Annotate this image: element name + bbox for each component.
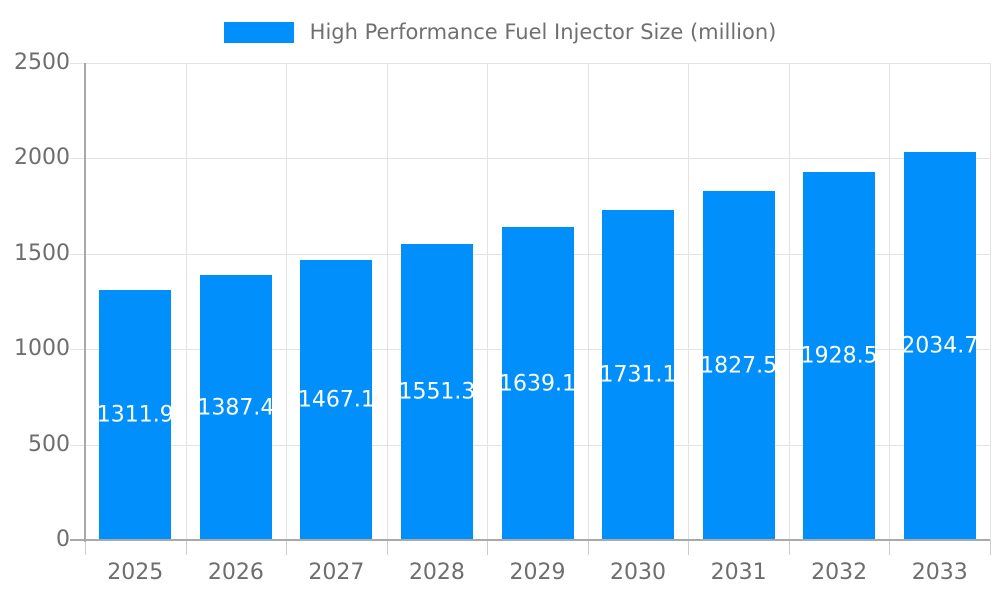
bar-2025[interactable]: 1311.9 bbox=[96, 289, 174, 540]
gridline-vertical bbox=[487, 63, 489, 540]
gridline-vertical bbox=[889, 63, 891, 540]
x-axis-tick bbox=[889, 540, 891, 555]
bar-2032[interactable]: 1928.5 bbox=[800, 172, 878, 540]
bar-value-label: 1827.5 bbox=[700, 353, 778, 379]
gridline-vertical bbox=[386, 63, 388, 540]
plot-area: 1311.9 1387.4 1467.1 1551.3 1639.1 1731.1 1827… bbox=[70, 63, 991, 555]
bar-2031[interactable]: 1827.5 bbox=[700, 191, 778, 540]
bar-2026[interactable]: 1387.4 bbox=[197, 275, 275, 540]
bar-2030[interactable]: 1731.1 bbox=[599, 209, 677, 540]
gridline-vertical bbox=[788, 63, 790, 540]
x-axis-tick bbox=[788, 540, 790, 555]
x-axis-tick-label: 2026 bbox=[207, 560, 264, 585]
x-axis-tick bbox=[185, 540, 187, 555]
bar-2027[interactable]: 1467.1 bbox=[297, 260, 375, 540]
gridline-vertical bbox=[286, 63, 288, 540]
y-axis-tick-label: 0 bbox=[56, 527, 70, 552]
x-axis-tick-label: 2033 bbox=[911, 560, 968, 585]
x-axis-tick bbox=[487, 540, 489, 555]
x-axis-tick-label: 2027 bbox=[308, 560, 365, 585]
bar-2029[interactable]: 1639.1 bbox=[499, 227, 576, 540]
x-axis-tick bbox=[85, 540, 86, 555]
x-axis-line bbox=[70, 539, 990, 541]
legend-swatch bbox=[223, 21, 294, 43]
gridline-vertical bbox=[185, 63, 187, 540]
x-axis-tick bbox=[990, 540, 991, 555]
x-axis-tick-label: 2029 bbox=[509, 560, 566, 585]
y-axis-tick-label: 2000 bbox=[14, 145, 70, 171]
x-axis-tick bbox=[386, 540, 388, 555]
bar-value-label: 1467.1 bbox=[297, 387, 375, 413]
legend-item[interactable]: High Performance Fuel Injector Size (mil… bbox=[0, 16, 1000, 48]
gridline-vertical bbox=[990, 63, 991, 540]
gridline-vertical bbox=[688, 63, 690, 540]
bar-value-label: 1731.1 bbox=[599, 362, 677, 388]
bar-value-label: 1639.1 bbox=[499, 371, 576, 397]
x-axis-tick-label: 2030 bbox=[610, 560, 667, 585]
bar-value-label: 1551.3 bbox=[398, 379, 476, 405]
bar-2033[interactable]: 2034.7 bbox=[901, 151, 979, 540]
bar-value-label: 1928.5 bbox=[800, 343, 878, 369]
y-axis-tick-label: 1500 bbox=[14, 240, 70, 266]
y-axis-tick-label: 2500 bbox=[14, 50, 70, 75]
gridline-vertical bbox=[587, 63, 589, 540]
gridline-horizontal bbox=[70, 158, 990, 160]
x-axis-tick-label: 2031 bbox=[710, 560, 767, 585]
legend-label: High Performance Fuel Injector Size (mil… bbox=[309, 20, 777, 44]
bar-value-label: 2034.7 bbox=[901, 333, 979, 359]
x-axis-tick bbox=[587, 540, 589, 555]
gridline-horizontal bbox=[70, 63, 990, 64]
x-axis-tick bbox=[688, 540, 690, 555]
y-axis-line bbox=[84, 63, 86, 542]
bar-2028[interactable]: 1551.3 bbox=[398, 244, 476, 540]
x-axis-tick-label: 2028 bbox=[408, 560, 465, 585]
x-axis-tick-label: 2025 bbox=[107, 560, 164, 585]
bar-value-label: 1311.9 bbox=[96, 402, 174, 428]
bar-value-label: 1387.4 bbox=[197, 395, 275, 421]
x-axis-tick-label: 2032 bbox=[811, 560, 868, 585]
x-axis-tick bbox=[286, 540, 288, 555]
y-axis-tick-label: 1000 bbox=[14, 336, 70, 362]
y-axis-tick-label: 500 bbox=[28, 431, 70, 457]
